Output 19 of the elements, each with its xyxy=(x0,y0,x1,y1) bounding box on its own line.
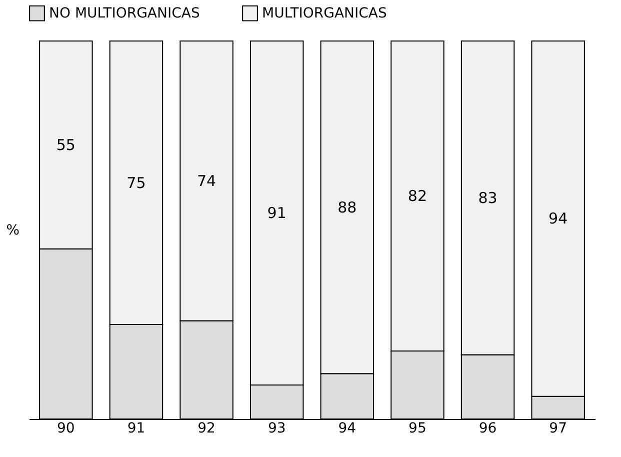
x-tick-label: 96 xyxy=(478,420,497,436)
data-label: 91 xyxy=(267,204,286,222)
x-tick-label: 90 xyxy=(57,420,75,436)
data-label: 74 xyxy=(196,172,216,190)
data-label: 75 xyxy=(126,174,146,192)
data-label: 55 xyxy=(56,136,76,154)
x-tick-label: 91 xyxy=(127,420,146,436)
x-tick-label: 97 xyxy=(549,420,567,436)
x-tick-label: 95 xyxy=(408,420,426,436)
data-label: 83 xyxy=(478,188,498,207)
y-axis-title: % xyxy=(6,222,20,238)
legend-label: MULTIORGANICAS xyxy=(262,5,388,22)
x-tick-label: 94 xyxy=(338,420,356,436)
data-label: 94 xyxy=(548,210,568,228)
x-tick-label: 92 xyxy=(198,420,216,436)
legend-label: NO MULTIORGANICAS xyxy=(49,5,200,22)
x-tick-label: 93 xyxy=(268,420,286,436)
data-label: 88 xyxy=(338,198,357,216)
data-label: 82 xyxy=(408,186,428,205)
